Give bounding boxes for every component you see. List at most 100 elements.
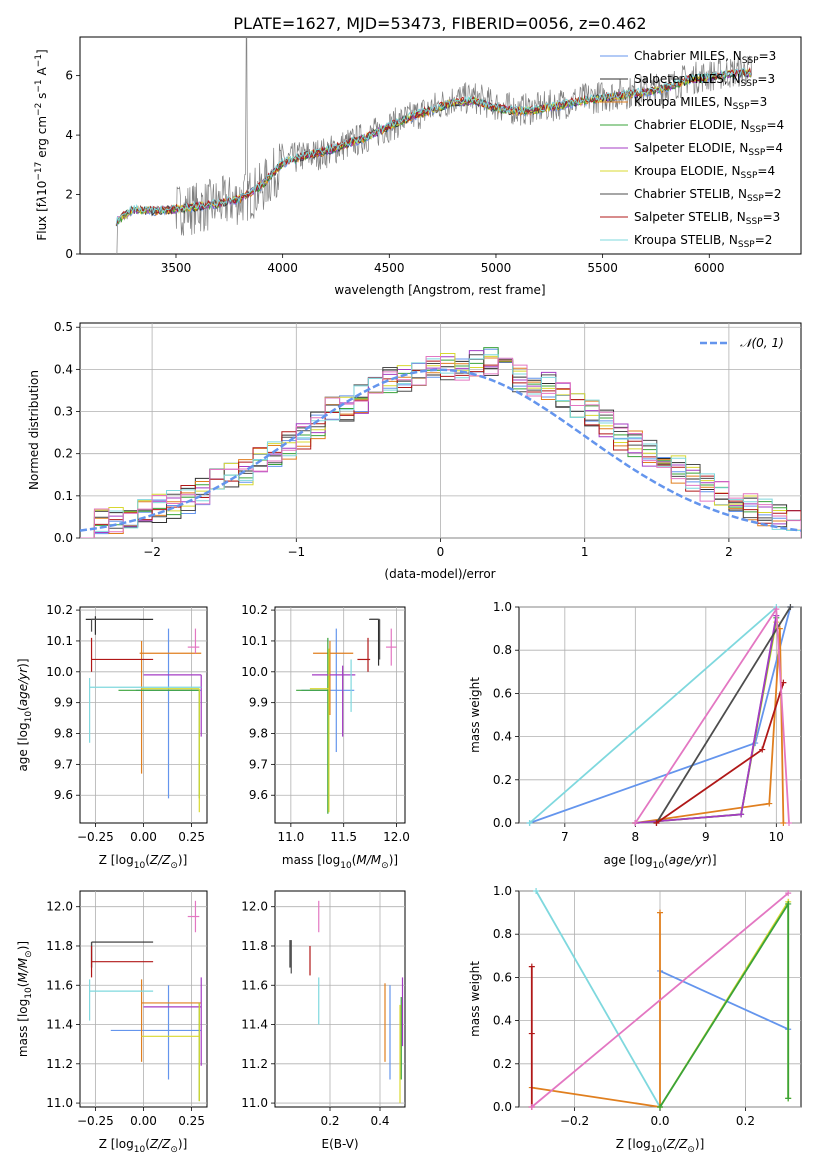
- mass-vs-z-errorbar: [89, 979, 154, 1021]
- spectrum-legend-label: Salpeter ELODIE, NSSP=4: [634, 141, 783, 158]
- weight-vs-z-marker: [785, 890, 792, 897]
- weight-vs-age-ylabel: mass weight: [468, 677, 482, 753]
- weight-vs-age-xtick-label: 10: [769, 830, 784, 844]
- spectrum-data-line: [116, 37, 753, 254]
- weight-vs-age-ytick-label: 0.0: [493, 816, 512, 830]
- weight-vs-z-xtick-label: 0.0: [650, 1114, 669, 1128]
- weight-vs-age-ytick-label: 0.4: [493, 730, 512, 744]
- weight-vs-z-marker: [528, 1030, 535, 1037]
- weight-vs-z-xlabel: Z [log10(Z/Z⊙)]: [616, 1137, 705, 1155]
- weight-vs-age-marker: [759, 746, 766, 753]
- residuals-xtick-label: −2: [143, 545, 161, 559]
- gaussian-curve: [80, 368, 801, 532]
- age-vs-mass-xtick-label: 12.0: [383, 830, 410, 844]
- age-vs-z-errorbar: [187, 628, 200, 654]
- residuals-xtick-label: 0: [437, 545, 445, 559]
- age-vs-mass-errorbar: [309, 648, 330, 813]
- spectrum-axes: 3500 4000 4500 5000 5500 6000 0 2 4 6: [65, 69, 724, 275]
- age-vs-z-xtick-label: 0.25: [178, 830, 205, 844]
- mass-vs-z-ytick-label: 11.2: [46, 1057, 73, 1071]
- age-vs-z-panel: −0.25 0.00 0.25 9.6 9.7 9.8 9.9 10.0 10.1 10.2 Z …: [16, 603, 208, 871]
- residuals-ytick-label: 0.1: [54, 489, 73, 503]
- weight-vs-age-xtick-label: 9: [702, 830, 710, 844]
- mass-vs-ebv-axes: 0.2 0.4 11.0 11.2 11.4 11.6 11.8 12.0: [241, 891, 405, 1128]
- mass-vs-ebv-ytick-label: 11.2: [241, 1057, 268, 1071]
- spectrum-legend-label: Chabrier MILES, NSSP=3: [634, 49, 776, 66]
- age-vs-mass-panel: 11.0 11.5 12.0 9.6 9.7 9.8 9.9 10.0 10.1 10.2 mas…: [241, 603, 410, 871]
- mass-vs-z-xtick-label: 0.25: [178, 1114, 205, 1128]
- age-vs-z-errorbar: [118, 689, 200, 799]
- age-vs-z-errorbar: [143, 674, 202, 737]
- mass-vs-z-xtick-label: 0.00: [130, 1114, 157, 1128]
- weight-vs-age-marker: [780, 820, 787, 826]
- age-vs-mass-errorbar: [311, 665, 356, 737]
- residuals-axes: −2 −1 0 1 2 0.0 0.1 0.2 0.3 0.4 0.5: [54, 320, 801, 559]
- spectrum-model-line: [115, 67, 752, 224]
- weight-vs-z-line: [659, 970, 789, 1031]
- mass-vs-ebv-panel: 0.2 0.4 11.0 11.2 11.4 11.6 11.8 12.0 E(B-V): [241, 890, 406, 1151]
- age-vs-z-xtick-label: −0.25: [77, 830, 114, 844]
- weight-vs-age-ytick-label: 1.0: [493, 600, 512, 614]
- weight-vs-age-marker: [766, 800, 773, 807]
- weight-vs-age-marker: [786, 820, 793, 826]
- mass-vs-z-ytick-label: 11.0: [46, 1096, 73, 1110]
- mass-vs-z-panel: −0.25 0.00 0.25 11.0 11.2 11.4 11.6 11.8 12.0 Z …: [16, 890, 208, 1155]
- spectrum-xtick-label: 4500: [374, 261, 405, 275]
- residuals-ylabel: Normed distribution: [27, 370, 41, 490]
- spectrum-legend-label: Kroupa STELIB, NSSP=2: [634, 233, 772, 250]
- weight-vs-z-marker: [657, 909, 663, 916]
- residuals-ytick-label: 0.0: [54, 531, 73, 545]
- weight-vs-age-ytick-label: 0.8: [493, 643, 512, 657]
- weight-vs-age-ytick-label: 0.2: [493, 773, 512, 787]
- age-vs-mass-ytick-label: 9.9: [249, 696, 268, 710]
- weight-vs-age-line: [529, 606, 792, 824]
- age-vs-mass-errorbar: [313, 640, 354, 715]
- weight-vs-z-line: [531, 892, 789, 1108]
- age-vs-mass-axes: 11.0 11.5 12.0 9.6 9.7 9.8 9.9 10.0 10.1 10.2: [241, 603, 410, 844]
- residuals-xtick-label: 2: [725, 545, 733, 559]
- weight-vs-z-marker: [785, 1095, 792, 1102]
- spectrum-xtick-label: 5500: [587, 261, 618, 275]
- weight-vs-age-ytick-label: 0.6: [493, 686, 512, 700]
- age-vs-z-ylabel: age [log10(age/yr)]: [16, 658, 34, 771]
- spectrum-ytick-label: 6: [65, 69, 73, 83]
- residual-histogram: [80, 354, 801, 538]
- weight-vs-z-ylabel: mass weight: [468, 961, 482, 1037]
- weight-vs-age-marker: [632, 820, 639, 826]
- weight-vs-age-panel: 7 8 9 10 0.0 0.2 0.4 0.6 0.8 1.0 age [log10(age/y…: [468, 600, 802, 871]
- spectrum-legend-label: Salpeter MILES, NSSP=3: [634, 72, 775, 89]
- spectrum-xtick-label: 5000: [481, 261, 512, 275]
- age-vs-z-ytick-label: 10.2: [46, 603, 73, 617]
- age-vs-mass-ytick-label: 10.1: [241, 634, 268, 648]
- age-vs-mass-xtick-label: 11.5: [330, 830, 357, 844]
- weight-vs-z-marker: [785, 900, 792, 907]
- mass-vs-z-ytick-label: 11.6: [46, 978, 73, 992]
- weight-vs-age-axes: 7 8 9 10 0.0 0.2 0.4 0.6 0.8 1.0: [493, 600, 801, 844]
- weight-vs-z-ytick-label: 0.8: [493, 927, 512, 941]
- spectrum-xtick-label: 4000: [267, 261, 298, 275]
- residuals-xtick-label: −1: [287, 545, 305, 559]
- mass-vs-z-errorbar: [143, 977, 202, 1066]
- spectrum-panel: 3500 4000 4500 5000 5500 6000 0 2 4 6 wavelength …: [34, 36, 802, 297]
- spectrum-xtick-label: 6000: [694, 261, 725, 275]
- weight-vs-age-line: [634, 606, 790, 824]
- mass-vs-z-errorbar: [140, 979, 202, 1062]
- residuals-panel: −2 −1 0 1 2 0.0 0.1 0.2 0.3 0.4 0.5 (data-model)/e…: [27, 320, 802, 581]
- mass-vs-ebv-ytick-label: 11.0: [241, 1096, 268, 1110]
- weight-vs-z-ytick-label: 1.0: [493, 884, 512, 898]
- age-vs-z-axes: −0.25 0.00 0.25 9.6 9.7 9.8 9.9 10.0 10.1 10.2: [46, 603, 207, 844]
- weight-vs-z-marker: [657, 1104, 663, 1110]
- mass-vs-ebv-xlabel: E(B-V): [321, 1137, 358, 1151]
- age-vs-z-errorbar: [90, 618, 140, 632]
- mass-vs-z-ytick-label: 11.4: [46, 1018, 73, 1032]
- weight-vs-age-xlabel: age [log10(age/yr)]: [603, 853, 716, 871]
- mass-vs-z-errorbar: [141, 1002, 200, 1102]
- mass-vs-z-xlabel: Z [log10(Z/Z⊙)]: [99, 1137, 188, 1155]
- age-vs-z-errorbar: [139, 640, 202, 774]
- mass-vs-ebv-ytick-label: 11.8: [241, 939, 268, 953]
- age-vs-z-ytick-label: 10.0: [46, 665, 73, 679]
- age-vs-mass-ytick-label: 10.2: [241, 603, 268, 617]
- age-vs-z-ytick-label: 9.9: [54, 696, 73, 710]
- age-vs-mass-ytick-label: 9.6: [249, 788, 268, 802]
